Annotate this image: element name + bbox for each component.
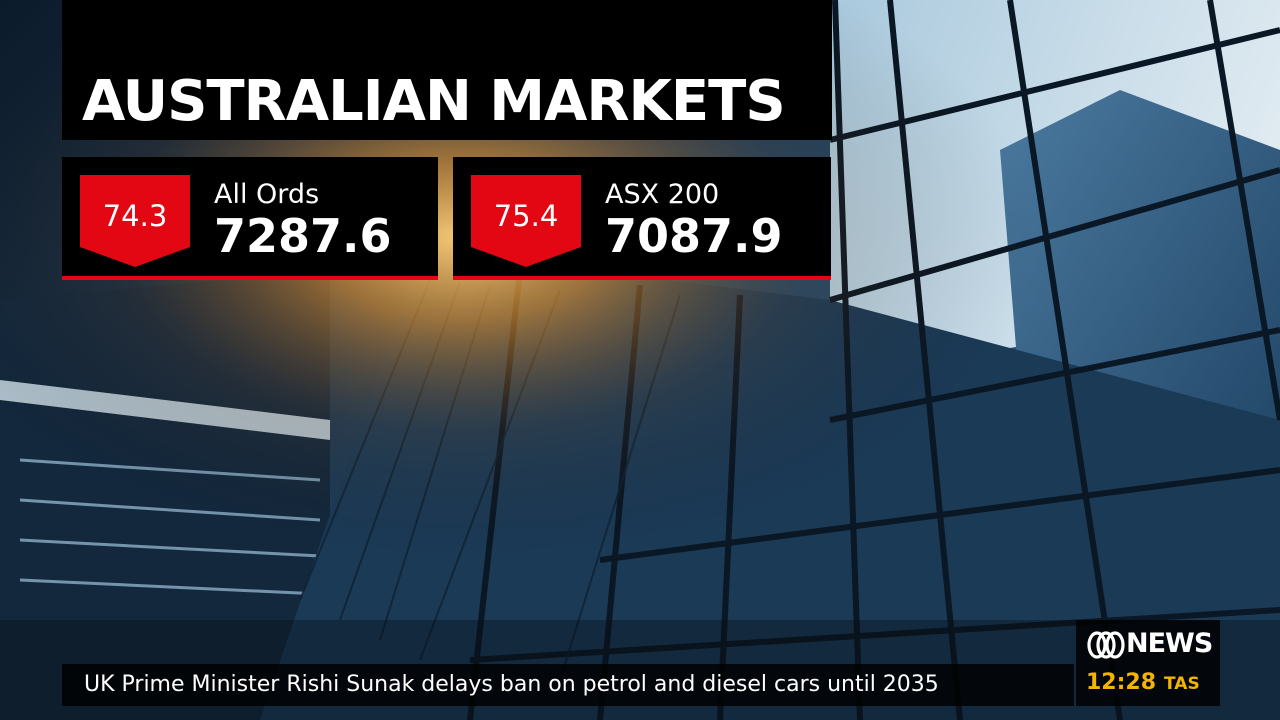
change-value: 75.4 (493, 199, 559, 233)
page-title: AUSTRALIAN MARKETS (82, 69, 786, 134)
change-badge: 74.3 (80, 175, 190, 267)
index-name: ASX 200 (605, 179, 720, 210)
channel-branding: NEWS 12:28 TAS (1076, 620, 1220, 706)
down-arrow-badge-icon (80, 175, 190, 267)
clock: 12:28 TAS (1086, 668, 1200, 699)
channel-logo-text: NEWS (1126, 628, 1213, 659)
clock-time: 12:28 (1086, 670, 1157, 695)
ticker-headline: UK Prime Minister Rishi Sunak delays ban… (84, 672, 939, 697)
clock-timezone: TAS (1164, 674, 1200, 694)
abc-lissajous-icon (1087, 631, 1125, 659)
index-card-asx-200: 75.4 ASX 200 7087.9 (453, 157, 831, 280)
news-ticker: UK Prime Minister Rishi Sunak delays ban… (62, 664, 1074, 706)
index-card-all-ords: 74.3 All Ords 7287.6 (62, 157, 438, 280)
down-arrow-badge-icon (471, 175, 581, 267)
index-value: 7087.9 (605, 209, 783, 263)
index-name: All Ords (214, 179, 320, 210)
change-value: 74.3 (102, 199, 168, 233)
index-value: 7287.6 (214, 209, 392, 263)
title-panel: AUSTRALIAN MARKETS (62, 0, 832, 140)
change-badge: 75.4 (471, 175, 581, 267)
